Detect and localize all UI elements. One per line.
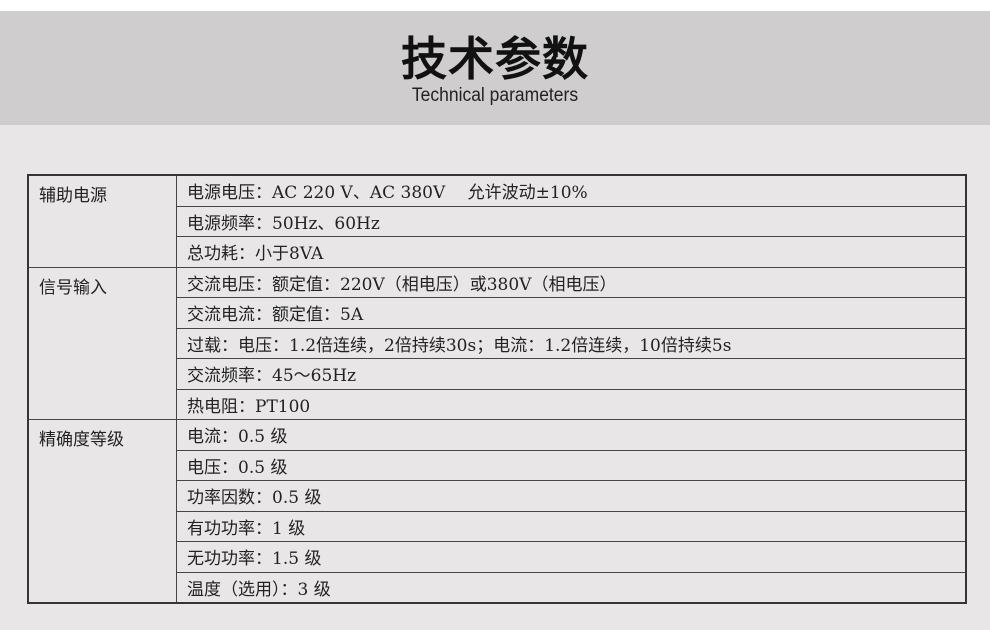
value-cell: 电流：0.5 级 [176, 419, 967, 451]
table-row: 电压：0.5 级 [28, 449, 967, 481]
table-row: 温度（选用）：3 级 [28, 571, 967, 604]
table-row: 过载：电压：1.2倍连续，2倍持续30s；电流：1.2倍连续，10倍持续5s [28, 327, 967, 359]
category-cell: 信号输入 [27, 266, 177, 420]
top-strip [0, 0, 990, 11]
table-row: 无功功率：1.5 级 [28, 541, 967, 573]
value-cell: 无功功率：1.5 级 [176, 541, 967, 573]
value-cell: 电压：0.5 级 [176, 449, 967, 481]
table-row: 交流频率：45～65Hz [28, 358, 967, 390]
table-row: 辅助电源 电源电压：AC 220 V、AC 380V 允许波动±10% [27, 174, 967, 268]
table-row: 信号输入 交流电压：额定值：220V（相电压）或380V（相电压） [27, 266, 967, 420]
table-row: 精确度等级 电流：0.5 级 [27, 419, 967, 604]
table-row: 功率因数：0.5 级 [28, 480, 967, 512]
value-cell: 电源频率：50Hz、60Hz [176, 205, 967, 237]
value-cell: 交流电流：额定值：5A [176, 297, 967, 329]
table-row: 电源频率：50Hz、60Hz [28, 205, 967, 237]
value-cell: 总功耗：小于8VA [176, 236, 967, 268]
table-row: 有功功率：1 级 [28, 510, 967, 542]
section-header: 技术参数 Technical parameters [0, 11, 990, 125]
value-cell: 过载：电压：1.2倍连续，2倍持续30s；电流：1.2倍连续，10倍持续5s [176, 327, 967, 359]
table-row: 热电阻：PT100 [28, 388, 967, 420]
spec-table: 辅助电源 电源电压：AC 220 V、AC 380V 允许波动±10% 电源频率：5… [27, 174, 967, 604]
value-cell: 电源电压：AC 220 V、AC 380V 允许波动±10% [176, 174, 967, 207]
value-cell: 有功功率：1 级 [176, 510, 967, 542]
category-cell: 精确度等级 [27, 419, 177, 604]
page-title: 技术参数 [401, 32, 589, 86]
value-cell: 热电阻：PT100 [176, 388, 967, 420]
page-subtitle: Technical parameters [411, 85, 579, 106]
value-cell: 交流电压：额定值：220V（相电压）或380V（相电压） [176, 266, 967, 298]
table-row: 总功耗：小于8VA [28, 236, 967, 268]
value-cell: 温度（选用）：3 级 [176, 571, 967, 604]
value-cell: 交流频率：45～65Hz [176, 358, 967, 390]
category-cell: 辅助电源 [27, 174, 177, 268]
value-cell: 功率因数：0.5 级 [176, 480, 967, 512]
